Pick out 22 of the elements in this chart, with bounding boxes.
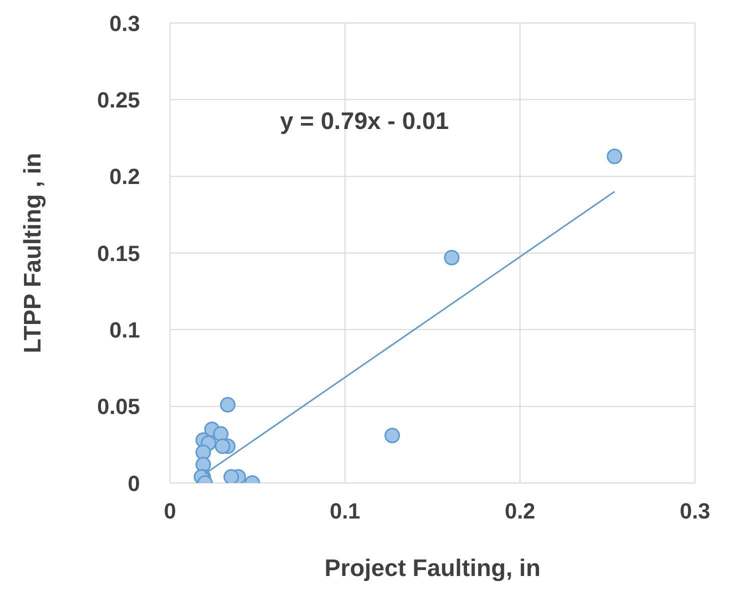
point: [384, 428, 400, 444]
annotation: y = 0.79x - 0.01: [280, 108, 449, 136]
y-tick-label: 0.2: [109, 164, 140, 190]
y-tick-label: 0.25: [97, 87, 140, 112]
point: [214, 438, 230, 454]
point: [224, 469, 239, 483]
point: [220, 397, 236, 413]
y-axis-title: LTPP Faulting , in: [20, 152, 47, 354]
x-tick-label: 0.2: [504, 498, 536, 524]
y-tick-label: 0: [128, 470, 140, 496]
y-tick-label: 0.1: [109, 317, 140, 342]
y-tick-label: 0.05: [97, 394, 140, 420]
x-axis-title: Project Faulting, in: [324, 555, 541, 582]
point: [444, 250, 460, 266]
y-tick-label: 0.15: [97, 240, 140, 266]
point: [196, 444, 211, 460]
point: [213, 426, 228, 442]
y-tick-label: 0.3: [109, 10, 140, 36]
x-tick-label: 0: [164, 498, 176, 524]
x-tick-label: 0.1: [330, 498, 360, 524]
x-tick-label: 0.3: [680, 498, 710, 524]
point: [606, 148, 622, 164]
